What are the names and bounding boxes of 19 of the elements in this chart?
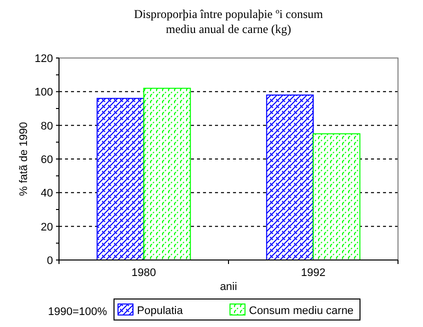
y-tick-label: 120: [34, 53, 53, 65]
chart-title: Disproporþia între populaþie ºi consum mediu anual de carne (kg): [134, 7, 324, 36]
y-tick-label: 20: [40, 221, 53, 234]
text: 1990=100%: [48, 306, 108, 318]
bar: [96, 98, 144, 260]
legend-label: Populatia: [137, 305, 184, 317]
y-tick-label: 100: [34, 86, 53, 99]
x-tick-label: 1980: [132, 267, 156, 279]
y-tick-label: 40: [40, 188, 53, 200]
y-tick-label: 80: [40, 120, 53, 132]
x-axis-title: anii: [220, 281, 238, 293]
legend-label: Consum mediu carne: [249, 305, 354, 317]
x-tick-label: 1992: [301, 267, 326, 279]
bar: [266, 94, 314, 260]
y-tick-label: 0: [46, 255, 53, 267]
bar: [312, 133, 360, 260]
bar: [143, 88, 191, 260]
y-tick-label: 60: [40, 154, 53, 166]
y-axis-title: % fatã de 1990: [18, 122, 30, 196]
